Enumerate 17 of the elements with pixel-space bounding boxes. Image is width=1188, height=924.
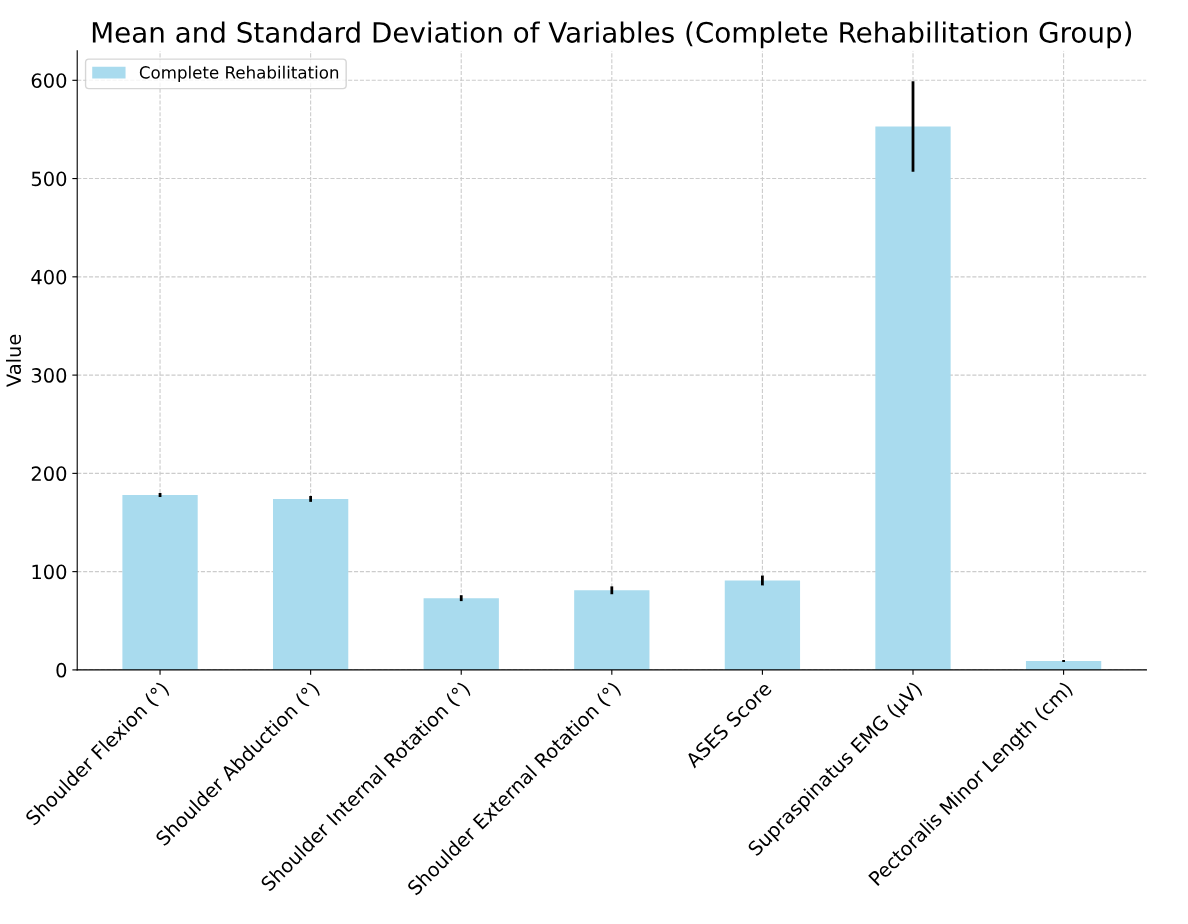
bar	[122, 494, 198, 670]
bar	[1025, 661, 1102, 670]
legend-label: Complete Rehabilitation	[139, 65, 339, 82]
y-tick-label: 400	[31, 269, 67, 285]
y-tick-label: 200	[31, 466, 67, 482]
y-tick-label: 100	[32, 564, 67, 580]
chart-title: Mean and Standard Deviation of Variables (Complete Rehabilitation Group)	[92, 21, 1132, 49]
y-axis-title: Value	[6, 334, 22, 387]
bar	[875, 126, 951, 670]
y-tick-label: 600	[31, 73, 67, 88]
bar	[724, 580, 801, 670]
bar	[574, 590, 650, 670]
y-tick-label: 500	[31, 171, 67, 187]
bar	[272, 498, 349, 670]
bar	[423, 598, 499, 670]
y-tick-label: 0	[56, 662, 67, 678]
y-tick-label: 300	[31, 368, 67, 383]
